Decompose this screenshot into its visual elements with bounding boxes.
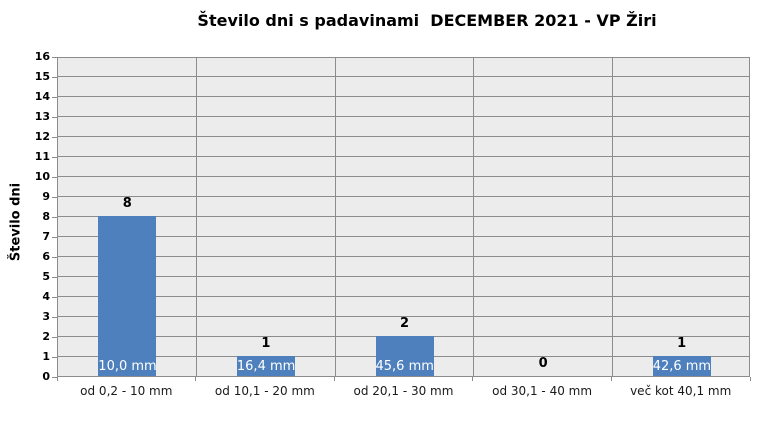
gridline [58, 195, 749, 197]
y-tick-mark [52, 156, 57, 158]
y-tick-label: 6 [42, 250, 50, 263]
bar-value-label: 0 [538, 356, 548, 371]
y-tick-label: 7 [42, 230, 50, 243]
bar: 16,4 mm [236, 356, 296, 376]
category-separator-line [473, 58, 475, 376]
y-tick-mark [52, 76, 57, 78]
bar: 45,6 mm [375, 336, 434, 376]
y-tick-mark [52, 56, 57, 58]
y-tick-label: 11 [34, 150, 50, 163]
category-separator-line [196, 58, 198, 376]
bar-inside-label: 45,6 mm [375, 359, 434, 374]
y-tick-label: 13 [34, 110, 50, 123]
category-separator-line [611, 58, 613, 376]
y-tick-label: 8 [42, 210, 50, 223]
bar-value-label: 1 [261, 336, 271, 351]
gridline [58, 295, 749, 297]
y-tick-label: 16 [34, 50, 50, 63]
x-tick-label: od 30,1 - 40 mm [492, 384, 593, 398]
chart-title: Število dni s padavinami DECEMBER 2021 -… [197, 11, 657, 30]
x-tick-label: od 10,1 - 20 mm [214, 384, 315, 398]
y-tick-mark [52, 356, 57, 358]
x-tick-mark [610, 377, 612, 381]
y-tick-label: 14 [34, 90, 50, 103]
y-tick-label: 2 [42, 330, 50, 343]
x-tick-mark [749, 377, 751, 381]
y-tick-label: 5 [42, 270, 50, 283]
y-tick-label: 9 [42, 190, 50, 203]
y-tick-mark [52, 236, 57, 238]
gridline [58, 175, 749, 177]
y-tick-mark [52, 256, 57, 258]
y-tick-mark [52, 336, 57, 338]
gridline [58, 235, 749, 237]
y-tick-mark [52, 276, 57, 278]
category-separator-line [334, 58, 336, 376]
y-tick-label: 12 [34, 130, 50, 143]
gridline [58, 275, 749, 277]
gridline [58, 135, 749, 137]
x-tick-label: več kot 40,1 mm [630, 384, 732, 398]
y-tick-label: 4 [42, 290, 50, 303]
x-tick-label: od 20,1 - 30 mm [353, 384, 454, 398]
gridline [58, 115, 749, 117]
y-tick-mark [52, 296, 57, 298]
y-tick-mark [52, 96, 57, 98]
x-tick-mark [195, 377, 197, 381]
y-tick-label: 15 [34, 70, 50, 83]
bar-inside-label: 10,0 mm [98, 359, 157, 374]
y-tick-label: 10 [34, 170, 50, 183]
y-tick-label: 3 [42, 310, 50, 323]
y-tick-mark [52, 136, 57, 138]
y-tick-mark [52, 376, 57, 378]
y-tick-label: 1 [42, 350, 50, 363]
bar-inside-label: 42,6 mm [652, 359, 712, 374]
bar: 10,0 mm [98, 216, 157, 376]
gridline [58, 75, 749, 77]
plot-area: 10,0 mm 8 16,4 mm 1 45,6 mm 2 0 42,6 mm 1 [57, 57, 750, 377]
x-tick-mark [472, 377, 474, 381]
x-tick-mark [56, 377, 58, 381]
x-tick-mark [333, 377, 335, 381]
y-tick-mark [52, 216, 57, 218]
y-tick-mark [52, 196, 57, 198]
y-tick-label: 0 [42, 370, 50, 383]
bar-value-label: 8 [122, 196, 132, 211]
bar-inside-label: 16,4 mm [236, 359, 296, 374]
bar-value-label: 2 [399, 316, 409, 331]
gridline [58, 215, 749, 217]
gridline [58, 315, 749, 317]
gridline [58, 95, 749, 97]
gridline [58, 255, 749, 257]
bar-value-label: 1 [677, 336, 687, 351]
gridline [58, 155, 749, 157]
y-tick-mark [52, 116, 57, 118]
bar: 42,6 mm [652, 356, 712, 376]
y-tick-mark [52, 316, 57, 318]
x-tick-label: od 0,2 - 10 mm [80, 384, 173, 398]
y-tick-mark [52, 176, 57, 178]
